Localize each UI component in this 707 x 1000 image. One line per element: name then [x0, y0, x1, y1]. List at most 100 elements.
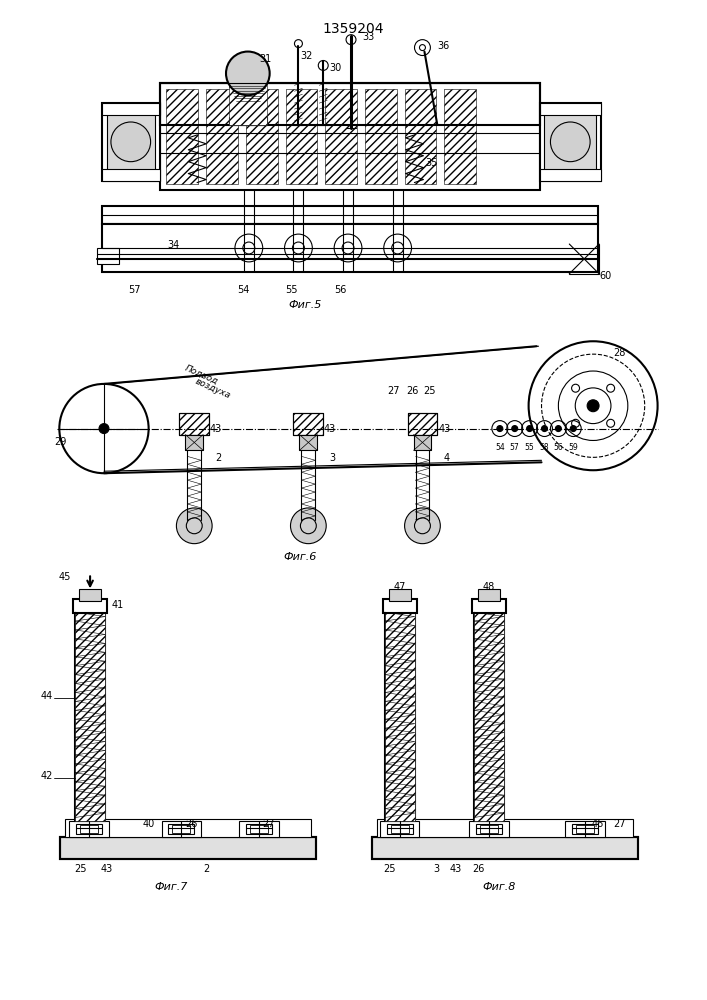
Bar: [293, 413, 323, 435]
Bar: [229, 83, 267, 125]
Circle shape: [293, 242, 305, 254]
Text: 36: 36: [437, 41, 450, 51]
Bar: [474, 613, 504, 821]
Text: 43: 43: [101, 864, 113, 874]
Text: 55: 55: [285, 285, 298, 295]
Circle shape: [587, 400, 599, 412]
Text: 3: 3: [329, 453, 335, 463]
Text: 59: 59: [568, 443, 578, 452]
Text: 55: 55: [525, 443, 534, 452]
Bar: [569, 244, 599, 274]
Text: 48: 48: [483, 582, 495, 592]
Text: 45: 45: [58, 572, 71, 582]
Bar: [102, 103, 160, 181]
Bar: [572, 824, 598, 834]
Bar: [185, 435, 203, 450]
Bar: [246, 824, 271, 834]
Bar: [76, 824, 102, 834]
Circle shape: [111, 122, 151, 162]
Bar: [97, 248, 119, 264]
Text: 33: 33: [363, 32, 375, 42]
Bar: [372, 837, 638, 859]
Text: 44: 44: [40, 691, 52, 701]
Text: 25: 25: [423, 386, 436, 396]
Circle shape: [497, 426, 503, 432]
Bar: [444, 89, 476, 184]
Text: 41: 41: [112, 600, 124, 610]
Bar: [469, 821, 509, 837]
Circle shape: [291, 508, 326, 544]
Text: 32: 32: [300, 51, 312, 61]
Text: 31: 31: [259, 54, 271, 64]
Circle shape: [346, 35, 356, 45]
Text: 4: 4: [443, 453, 450, 463]
Bar: [544, 113, 596, 171]
Text: 43: 43: [450, 864, 462, 874]
Bar: [286, 89, 317, 184]
Text: 42: 42: [40, 771, 52, 781]
Bar: [474, 613, 504, 821]
Circle shape: [318, 60, 328, 70]
Bar: [180, 413, 209, 435]
Circle shape: [342, 242, 354, 254]
Bar: [372, 837, 638, 859]
Bar: [472, 599, 506, 613]
Circle shape: [392, 242, 404, 254]
Text: 30: 30: [329, 63, 341, 73]
Bar: [75, 613, 105, 821]
Bar: [407, 413, 438, 435]
Circle shape: [177, 508, 212, 544]
Bar: [566, 821, 605, 837]
Text: 57: 57: [510, 443, 520, 452]
Text: 60: 60: [599, 271, 611, 281]
Bar: [180, 413, 209, 435]
Bar: [385, 613, 414, 821]
Bar: [173, 825, 190, 833]
Bar: [539, 169, 601, 181]
Text: 2: 2: [203, 864, 209, 874]
Bar: [414, 435, 431, 450]
Text: 26: 26: [185, 819, 197, 829]
Bar: [102, 103, 160, 115]
Bar: [206, 89, 238, 184]
Bar: [407, 413, 438, 435]
Text: 54: 54: [495, 443, 505, 452]
Text: Фиг.5: Фиг.5: [288, 300, 322, 310]
Text: 47: 47: [394, 582, 406, 592]
Bar: [300, 435, 317, 450]
Text: 34: 34: [168, 240, 180, 250]
Text: 56: 56: [554, 443, 563, 452]
Circle shape: [551, 122, 590, 162]
Text: 27: 27: [387, 386, 400, 396]
Text: 1359204: 1359204: [322, 22, 384, 36]
Circle shape: [99, 424, 109, 434]
Text: 3: 3: [433, 864, 440, 874]
Bar: [75, 613, 105, 821]
Bar: [229, 117, 267, 125]
Bar: [60, 837, 316, 859]
Bar: [382, 599, 416, 613]
Text: 28: 28: [614, 348, 626, 358]
Bar: [391, 825, 409, 833]
Text: 57: 57: [129, 285, 141, 295]
Text: 46: 46: [592, 819, 604, 829]
Bar: [380, 821, 419, 837]
Text: Фиг.8: Фиг.8: [482, 882, 515, 892]
Text: 43: 43: [324, 424, 337, 434]
Bar: [69, 821, 109, 837]
Bar: [102, 206, 598, 224]
Text: 54: 54: [238, 285, 250, 295]
Text: 40: 40: [143, 819, 155, 829]
Bar: [576, 825, 594, 833]
Text: 27: 27: [262, 819, 275, 829]
Bar: [480, 825, 498, 833]
Bar: [74, 599, 107, 613]
Circle shape: [512, 426, 518, 432]
Text: 25: 25: [74, 864, 86, 874]
Bar: [478, 589, 500, 601]
Bar: [365, 89, 397, 184]
Bar: [107, 113, 155, 171]
Bar: [166, 89, 198, 184]
Circle shape: [527, 426, 532, 432]
Circle shape: [226, 52, 269, 95]
